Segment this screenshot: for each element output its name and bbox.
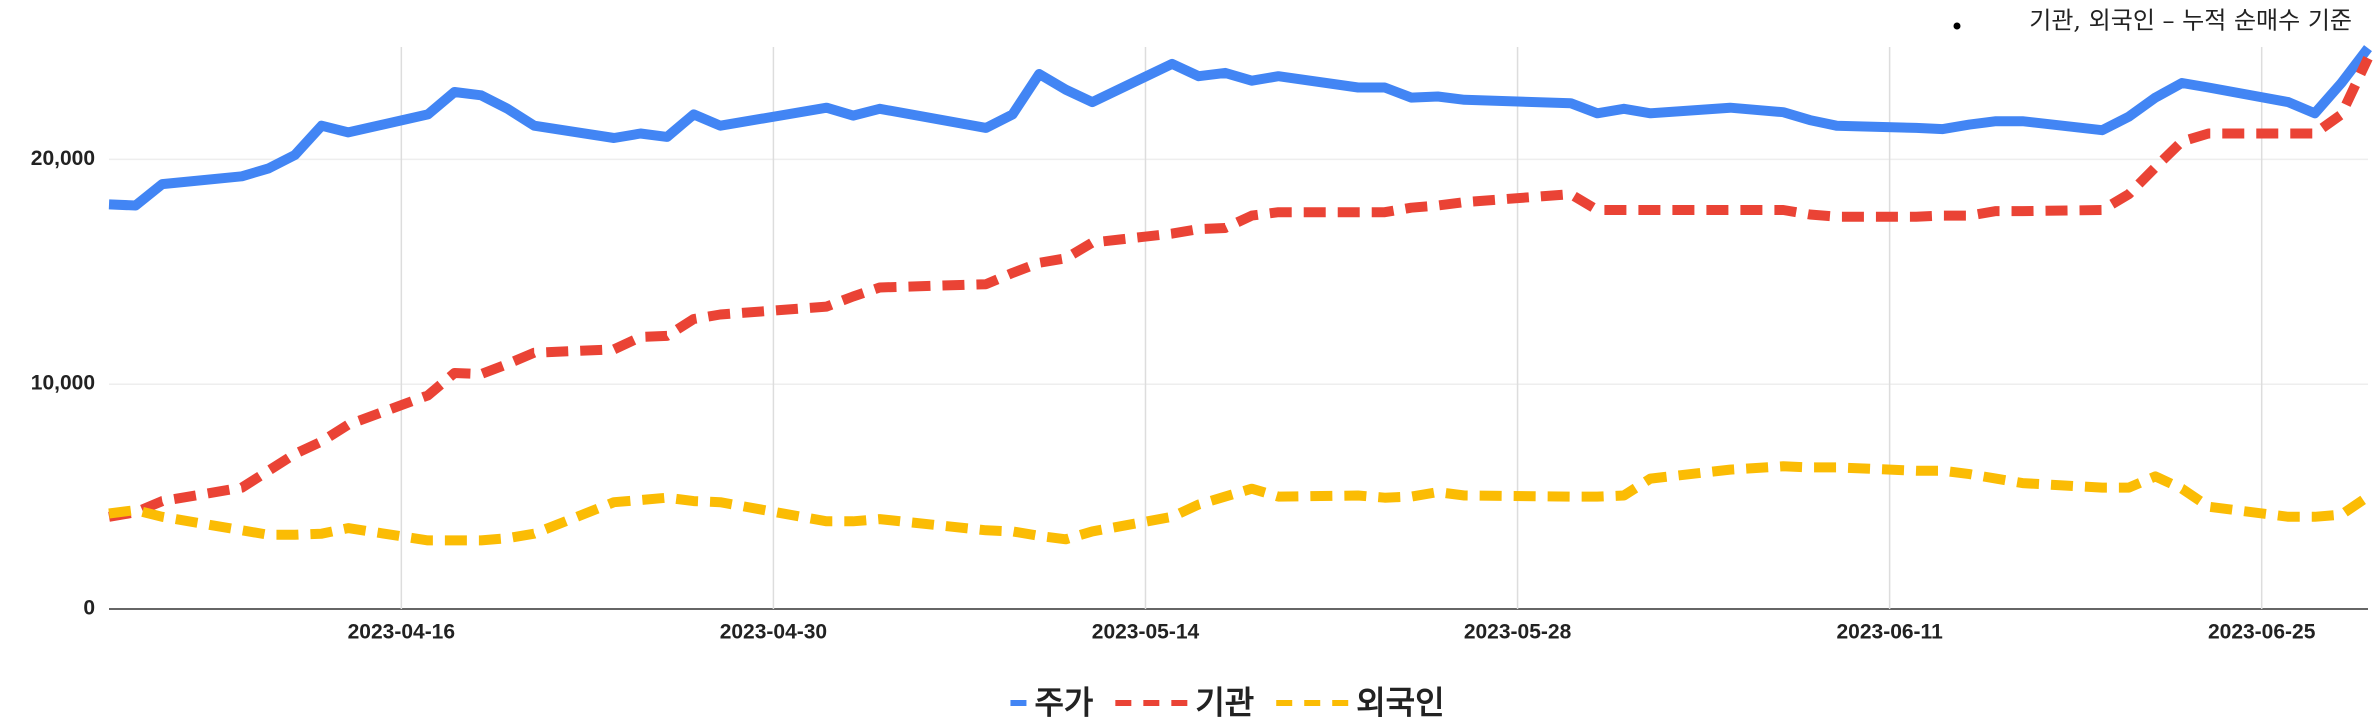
y-tick-label: 20,000 bbox=[31, 147, 95, 170]
x-tick-label: 2023-05-14 bbox=[1092, 621, 1200, 644]
grid bbox=[109, 47, 2368, 610]
bullet bbox=[1953, 22, 1961, 30]
x-tick-label: 2023-05-28 bbox=[1464, 621, 1572, 644]
legend-label: 외국인 bbox=[1356, 684, 1444, 720]
annotation: 기관, 외국인 – 누적 순매수 기준 bbox=[2029, 7, 2352, 35]
y-tick-label: 0 bbox=[83, 597, 95, 620]
x-tick-label: 2023-04-30 bbox=[720, 621, 827, 644]
y-tick-label: 10,000 bbox=[31, 372, 95, 395]
line-0 bbox=[108, 45, 2372, 211]
line-2 bbox=[108, 461, 2371, 546]
x-tick-label: 2023-06-11 bbox=[1836, 621, 1943, 644]
legend-label: 기관 bbox=[1195, 684, 1254, 720]
x-tick-label: 2023-04-16 bbox=[348, 621, 455, 644]
line-1 bbox=[108, 56, 2373, 522]
legend: 주가 기관 외국인 bbox=[1010, 684, 1445, 720]
legend-label: 주가 bbox=[1034, 684, 1093, 720]
x-tick-label: 2023-06-25 bbox=[2208, 621, 2316, 644]
